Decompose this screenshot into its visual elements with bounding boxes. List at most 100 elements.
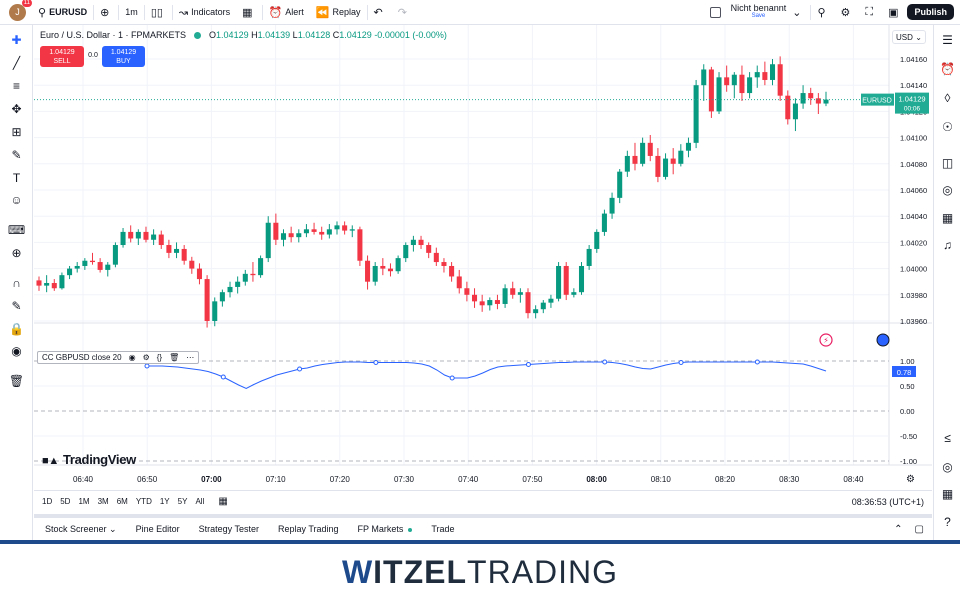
more-icon[interactable]: ⋯ xyxy=(186,353,195,362)
candle-body xyxy=(517,292,523,295)
indicators-button[interactable]: ↝ Indicators xyxy=(173,0,236,25)
candle-body xyxy=(334,225,340,230)
tab-trade[interactable]: Trade xyxy=(431,524,455,534)
tab-strategy-tester[interactable]: Strategy Tester xyxy=(198,524,259,534)
candle-body xyxy=(563,265,569,295)
range-all[interactable]: All xyxy=(195,497,205,506)
idea-bulb-icon[interactable]: ☉ xyxy=(942,120,953,134)
alarm-icon[interactable]: ⏰ xyxy=(940,62,955,76)
source-code-icon[interactable]: {} xyxy=(156,353,163,362)
candle-body xyxy=(762,72,768,80)
fib-icon[interactable]: ⊞ xyxy=(11,125,22,139)
axis-settings-icon[interactable]: ⚙ xyxy=(906,474,915,485)
notification-bell-icon[interactable]: ♫ xyxy=(943,238,952,252)
compare-symbol-button[interactable]: ⊕ xyxy=(94,0,118,25)
tv-brand-text: TradingView xyxy=(62,452,136,467)
pattern-icon[interactable]: ✥ xyxy=(11,102,22,116)
settings-icon[interactable]: ⚙ xyxy=(142,353,150,362)
crosshair-icon[interactable]: ✚ xyxy=(11,33,22,47)
redo-button[interactable]: ↷ xyxy=(392,0,416,25)
chart-type-button[interactable]: ▯▯ xyxy=(145,0,172,25)
symbol-legend[interactable]: Euro / U.S. Dollar · 1 · FPMARKETS O1.04… xyxy=(40,30,447,40)
range-1d[interactable]: 1D xyxy=(42,497,53,506)
templates-button[interactable]: ▦ xyxy=(236,0,261,25)
candle-body xyxy=(151,234,157,240)
chart-area[interactable]: 06:40 06:50 07:00 07:10 07:20 07:30 07:40 07:50… xyxy=(34,25,932,490)
candle-body xyxy=(280,233,287,240)
range-5d[interactable]: 5D xyxy=(60,497,71,506)
zoom-in-icon[interactable]: ⊕ xyxy=(11,246,22,260)
legend-title: Euro / U.S. Dollar · 1 · FPMARKETS xyxy=(40,30,187,40)
divider xyxy=(143,4,145,20)
buy-button[interactable]: 1.04129 BUY xyxy=(102,46,145,67)
layout-name-button[interactable]: Nicht benannt Save xyxy=(731,4,787,20)
layers-icon[interactable]: ◊ xyxy=(944,91,951,105)
candle-body xyxy=(418,239,424,246)
broadcast-icon[interactable]: ◎ xyxy=(942,183,953,197)
range-5y[interactable]: 5Y xyxy=(177,497,188,506)
tab-stock-screener[interactable]: Stock Screener ⌄ xyxy=(45,524,117,535)
brush-icon[interactable]: ✎ xyxy=(11,148,22,162)
range-1m[interactable]: 1M xyxy=(78,497,90,506)
undo-button[interactable]: ↶ xyxy=(368,0,392,25)
interval-label: 1m xyxy=(125,7,138,17)
trash-icon[interactable]: 🗑 xyxy=(8,374,25,388)
range-3m[interactable]: 3M xyxy=(97,497,109,506)
chart-canvas[interactable]: 06:40 06:50 07:00 07:10 07:20 07:30 07:40 07:50… xyxy=(34,25,932,490)
sell-button[interactable]: 1.04129 SELL xyxy=(40,46,84,67)
trash-icon[interactable]: 🗑 xyxy=(169,353,180,362)
fullscreen-button[interactable]: ⛶ xyxy=(859,0,882,25)
brand-itzel: ITZEL xyxy=(373,553,468,590)
alert-button[interactable]: ⏰ Alert xyxy=(263,0,310,25)
chat-icon[interactable]: ◫ xyxy=(941,156,954,170)
ruler-icon[interactable]: ⌨ xyxy=(7,223,26,237)
tab-pine-editor[interactable]: Pine Editor xyxy=(135,524,180,534)
brand-w: W xyxy=(341,553,374,590)
goto-date-icon[interactable]: ▦ xyxy=(218,496,228,507)
pine-icon[interactable]: ≤ xyxy=(944,431,951,445)
stay-drawing-icon[interactable]: ✎ xyxy=(11,299,22,313)
layout-checkbox[interactable] xyxy=(709,6,721,18)
indicator-legend[interactable]: CC GBPUSD close 20 ◉ ⚙ {} 🗑 ⋯ xyxy=(37,351,200,364)
eye-icon[interactable]: ◉ xyxy=(11,344,22,358)
candle-body xyxy=(510,288,516,295)
candle-body xyxy=(135,231,141,239)
layout-menu-button[interactable]: ⌄ xyxy=(786,0,810,25)
magnet-icon[interactable]: ∩ xyxy=(12,276,21,290)
candle-body xyxy=(754,72,760,78)
tab-replay-trading[interactable]: Replay Trading xyxy=(278,524,339,534)
publish-button[interactable]: Publish xyxy=(907,4,954,20)
target-icon[interactable]: ◎ xyxy=(942,460,953,474)
replay-button[interactable]: ⏪ Replay xyxy=(310,0,367,25)
tab-fp-markets[interactable]: FP Markets xyxy=(358,524,413,534)
user-avatar[interactable]: J 11 xyxy=(9,0,32,21)
lock-icon[interactable]: 🔒 xyxy=(9,322,24,336)
help-icon[interactable]: ? xyxy=(944,515,951,529)
grid-view-icon[interactable]: ▦ xyxy=(941,487,954,501)
candle-body xyxy=(158,234,164,246)
watchlist-icon[interactable]: ☰ xyxy=(942,33,953,47)
candle-body xyxy=(51,283,57,289)
redo-icon: ↷ xyxy=(397,6,407,19)
quick-search-button[interactable]: ⚲ xyxy=(811,0,834,25)
currency-selector[interactable]: USD ⌄ xyxy=(892,30,926,44)
calendar-icon[interactable]: ▦ xyxy=(941,211,954,225)
range-ytd[interactable]: YTD xyxy=(135,497,152,506)
candle-body xyxy=(747,77,753,94)
candle-body xyxy=(44,283,50,286)
emoji-icon[interactable]: ☺ xyxy=(10,193,23,207)
horizontal-lines-icon[interactable]: ≡ xyxy=(12,79,20,93)
collapse-icon[interactable]: ⌃ xyxy=(894,523,903,535)
eye-icon[interactable]: ◉ xyxy=(128,353,136,362)
text-icon[interactable]: T xyxy=(12,171,21,185)
snapshot-button[interactable]: ▣ xyxy=(882,0,907,25)
settings-button[interactable]: ⚙ xyxy=(835,0,860,25)
symbol-search-button[interactable]: ⚲ EURUSD xyxy=(32,0,93,25)
clock[interactable]: 08:36:53 (UTC+1) xyxy=(851,496,924,507)
range-6m[interactable]: 6M xyxy=(116,497,128,506)
maximize-icon[interactable]: ▢ xyxy=(914,523,924,535)
interval-button[interactable]: 1m xyxy=(119,0,144,25)
trend-line-icon[interactable]: ╱ xyxy=(12,56,21,70)
candle-body xyxy=(67,268,73,276)
range-1y[interactable]: 1Y xyxy=(159,497,170,506)
